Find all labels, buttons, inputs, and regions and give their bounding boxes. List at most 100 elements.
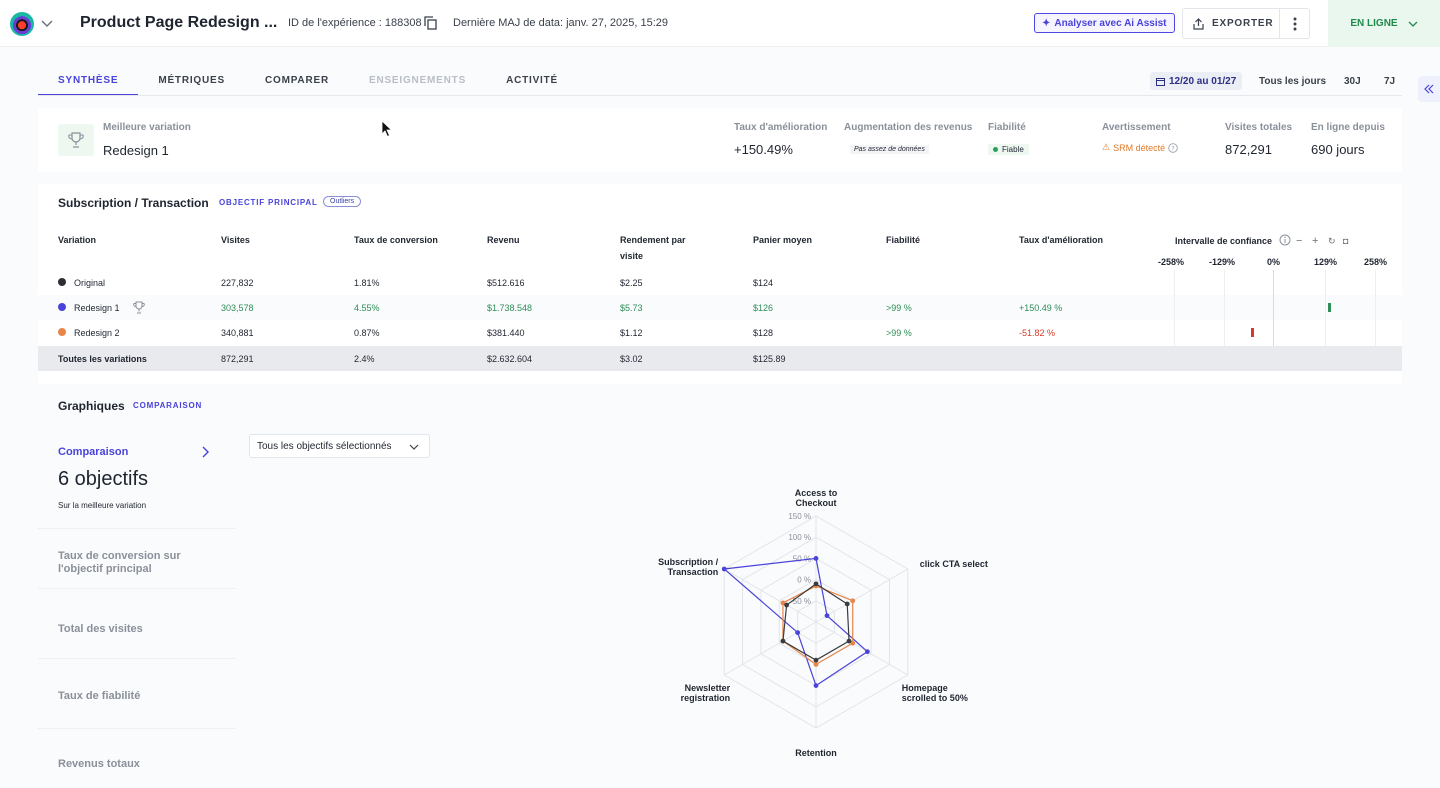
ai-assist-label: Analyser avec Ai Assist: [1054, 17, 1167, 29]
metric-conversion-rate[interactable]: Taux de conversion sur l'objectif princi…: [58, 550, 181, 575]
warning-icon: ⚠: [1102, 142, 1111, 152]
goal-results-table: Subscription / Transaction OBJECTIF PRIN…: [38, 184, 1402, 384]
sparkle-icon: ✦: [1042, 17, 1051, 29]
tab-synthese[interactable]: SYNTHÈSE: [38, 66, 139, 96]
more-options-button[interactable]: [1280, 8, 1310, 39]
cell-rpv: $5.73: [620, 303, 643, 313]
radar-spoke: [723, 568, 817, 623]
trophy-icon: [133, 301, 145, 314]
cell-visits: 340,881: [221, 328, 254, 338]
col-rpv-line2: visite: [620, 251, 644, 261]
cell-improvement: -51.82 %: [1019, 328, 1056, 338]
objectives-select-value: Tous les objectifs sélectionnés: [257, 440, 392, 452]
warning-label: Avertissement: [1102, 122, 1171, 133]
srm-label: SRM détecté: [1113, 142, 1166, 153]
tab-bar: SYNTHÈSE MÉTRIQUES COMPARER ENSEIGNEMENT…: [38, 66, 578, 96]
best-variation-value: Redesign 1: [103, 143, 169, 158]
divider: [38, 588, 236, 589]
cell-conversion: 4.55%: [354, 303, 380, 313]
cell-revenue: $2.632.604: [487, 354, 533, 364]
last-data-update: Dernière MAJ de data: janv. 27, 2025, 15…: [453, 17, 669, 29]
experience-title: Product Page Redesign ...: [80, 14, 278, 31]
svg-text:?: ?: [1171, 144, 1174, 152]
total-visits-value: 872,291: [1225, 142, 1272, 157]
lock-icon[interactable]: ◘: [1343, 236, 1349, 246]
collapse-panel-button[interactable]: [1418, 76, 1440, 102]
help-icon: ?: [1168, 142, 1178, 153]
table-row[interactable]: Original 227,832 1.81% $512.616 $2.25 $1…: [38, 270, 1402, 295]
chevron-down-icon: [409, 444, 419, 450]
reset-icon[interactable]: ↻: [1328, 236, 1336, 246]
date-range-label: 12/20 au 01/27: [1169, 75, 1237, 87]
app-logo-icon[interactable]: [10, 12, 34, 36]
info-icon[interactable]: [1279, 234, 1291, 246]
cell-revenue: $381.440: [487, 328, 525, 338]
variation-color-dot: [58, 303, 66, 311]
table-row[interactable]: Redesign 1 303,578 4.55% $1.738.548 $5.7…: [38, 295, 1402, 320]
cell-conversion: 0.87%: [354, 328, 380, 338]
radar-series-line: [782, 585, 854, 666]
variation-name: Original: [74, 278, 106, 288]
export-button[interactable]: EXPORTER: [1182, 8, 1280, 39]
trophy-icon: [58, 124, 94, 156]
variation-color-dot: [58, 328, 66, 336]
status-dropdown[interactable]: EN LIGNE: [1328, 0, 1440, 47]
tab-activite[interactable]: ACTIVITÉ: [506, 75, 559, 86]
metric-total-revenue[interactable]: Revenus totaux: [58, 758, 140, 770]
experience-id: ID de l'expérience : 188308: [288, 17, 422, 29]
tab-comparer[interactable]: COMPARER: [264, 75, 329, 86]
best-variation-label: Meilleure variation: [103, 122, 191, 133]
radar-axis-label: click CTA select: [920, 559, 988, 569]
radar-point: [813, 556, 819, 561]
radar-point: [824, 613, 830, 619]
table-row[interactable]: Redesign 2 340,881 0.87% $381.440 $1.12 …: [38, 320, 1402, 345]
radar-point: [813, 657, 819, 663]
tab-metriques[interactable]: MÉTRIQUES: [158, 75, 225, 86]
ci-gridline: [1375, 270, 1376, 346]
radar-point: [813, 662, 819, 667]
radar-tick-label: 50 %: [793, 554, 811, 563]
double-chevron-left-icon: [1424, 84, 1434, 94]
date-7-days[interactable]: 7J: [1384, 76, 1396, 87]
tab-enseignements: ENSEIGNEMENTS: [368, 75, 467, 86]
col-basket: Panier moyen: [753, 235, 813, 245]
cell-visits: 227,832: [221, 278, 254, 288]
outliers-toggle[interactable]: Outliers: [323, 196, 362, 207]
online-since-value: 690 jours: [1311, 142, 1365, 157]
zoom-out-icon[interactable]: −: [1296, 235, 1303, 247]
radar-chart: 150 % 100 % 50 % 0 % -50 % Access to Checkout c…: [658, 488, 988, 758]
cell-revenue: $512.616: [487, 278, 525, 288]
divider: [38, 658, 236, 659]
ai-assist-button[interactable]: ✦ Analyser avec Ai Assist: [1034, 13, 1175, 33]
chevron-down-icon[interactable]: [40, 16, 54, 30]
metric-total-visits[interactable]: Total des visites: [58, 623, 143, 635]
radar-spoke: [815, 568, 909, 623]
summary-strip: Meilleure variation Redesign 1 Taux d'am…: [38, 108, 1402, 172]
col-visits: Visites: [221, 235, 250, 245]
radar-point: [844, 601, 850, 607]
charts-section: Graphiques COMPARAISON Comparaison 6 obj…: [38, 388, 1402, 788]
date-30-days[interactable]: 30J: [1344, 76, 1361, 87]
ci-tick: 0%: [1267, 257, 1281, 267]
zoom-in-icon[interactable]: +: [1312, 235, 1319, 247]
date-range-picker[interactable]: 12/20 au 01/27: [1150, 72, 1243, 90]
improvement-label: Taux d'amélioration: [734, 122, 828, 133]
kebab-menu-icon: [1293, 17, 1296, 30]
reliability-label: Fiabilité: [988, 122, 1026, 133]
copy-icon[interactable]: [424, 16, 437, 30]
variation-color-dot: [58, 278, 66, 286]
chevron-right-icon[interactable]: [201, 445, 210, 459]
objectives-select[interactable]: Tous les objectifs sélectionnés: [249, 434, 430, 458]
radar-axis-label: Retention: [795, 748, 837, 758]
cell-conversion: 1.81%: [354, 278, 380, 288]
radar-point: [721, 566, 727, 572]
metric-reliability-rate[interactable]: Taux de fiabilité: [58, 690, 141, 702]
srm-warning[interactable]: ⚠ SRM détecté ?: [1102, 142, 1178, 153]
date-all-days[interactable]: Tous les jours: [1259, 76, 1327, 87]
radar-tick-label: 150 %: [788, 512, 811, 521]
cell-basket: $124: [753, 278, 774, 288]
online-since-label: En ligne depuis: [1311, 122, 1385, 133]
cell-revenue: $1.738.548: [487, 303, 533, 313]
panel-comparison-link[interactable]: Comparaison: [58, 446, 129, 458]
radar-point: [850, 640, 856, 646]
